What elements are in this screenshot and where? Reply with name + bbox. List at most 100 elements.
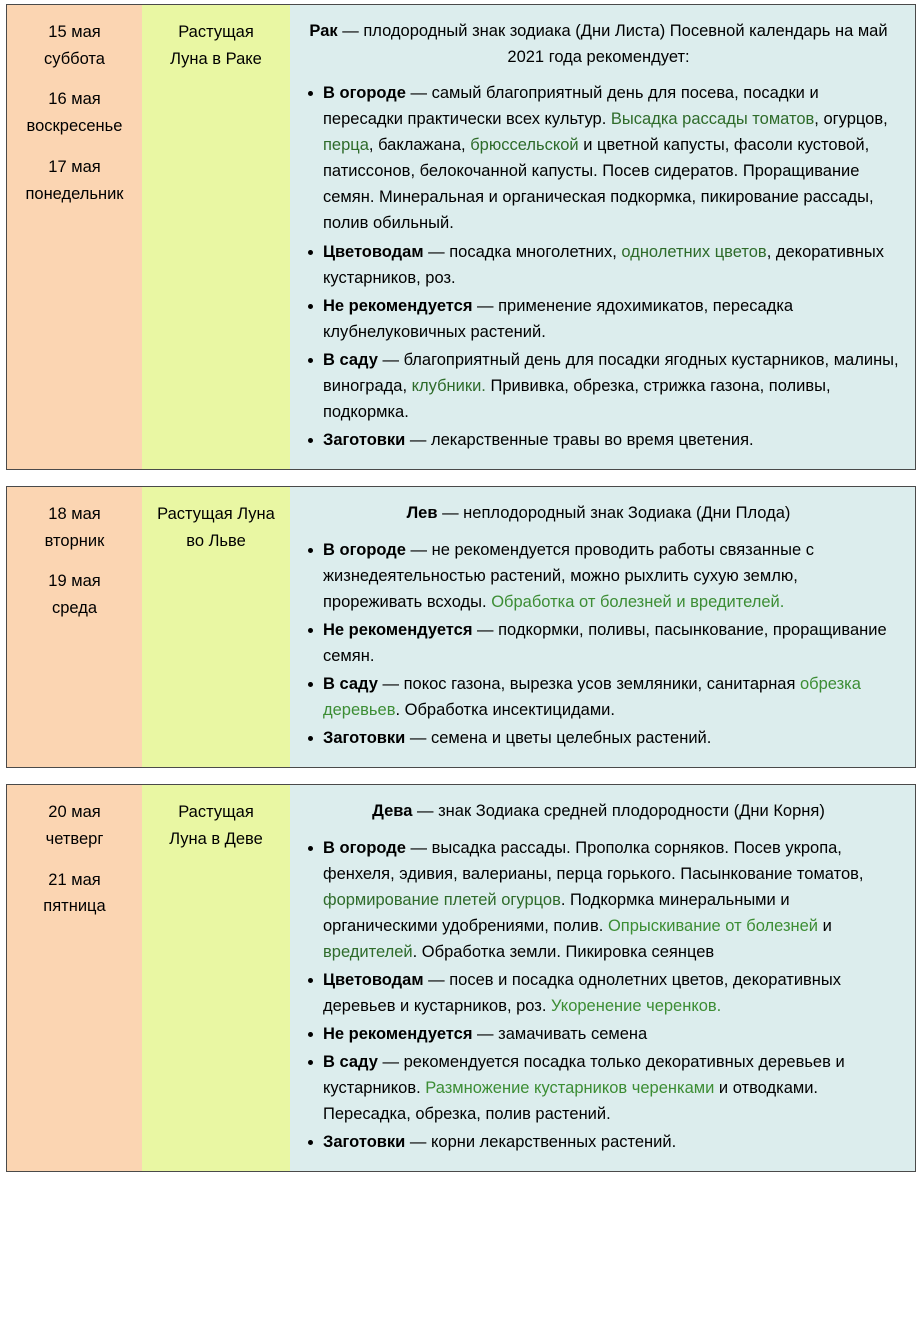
highlighted-text: однолетних цветов [621, 242, 767, 261]
dates-column: 18 мая вторник 19 мая среда [7, 487, 142, 768]
zodiac-heading: Рак — плодородный знак зодиака (Дни Лист… [296, 19, 901, 70]
recommendation-label: В саду [323, 350, 378, 369]
recommendations-column: Рак — плодородный знак зодиака (Дни Лист… [290, 5, 915, 469]
recommendation-dash: — [377, 1053, 404, 1072]
recommendation-label: Заготовки [323, 1133, 406, 1152]
recommendation-dash: — [405, 729, 431, 747]
recommendation-label: Цветоводам [323, 970, 424, 989]
recommendation-text: не рекомендуется проводить работы связан… [323, 540, 814, 611]
date-weekday: четверг [45, 829, 104, 848]
recommendation-dash: — [405, 838, 432, 857]
moon-phase-line: Луна в Раке [170, 49, 262, 68]
recommendation-text: замачивать семена [498, 1025, 648, 1044]
dates-column: 15 мая суббота 16 мая воскресенье 17 мая поне… [7, 5, 142, 469]
highlighted-text: Обработка от болезней и вредителей. [491, 592, 785, 611]
recommendation-item: В саду — покос газона, вырезка усов земл… [308, 671, 901, 723]
highlighted-text: Укоренение черенков. [551, 997, 722, 1015]
recommendation-text: посев и посадка однолетних цветов, декор… [323, 970, 842, 1015]
recommendation-label: В саду [323, 674, 378, 693]
zodiac-sign-name: Рак [309, 22, 338, 40]
recommendation-dash: — [377, 350, 404, 369]
recommendation-item: Не рекомендуется — замачивать семена [308, 1021, 901, 1047]
recommendation-dash: — [472, 620, 499, 639]
recommendation-item: В саду — благоприятный день для посадки … [308, 347, 901, 425]
date-entry: 15 мая суббота [13, 19, 136, 72]
moon-phase-column: Растущая Луна в Деве [142, 785, 290, 1172]
highlighted-text: перца [323, 136, 369, 155]
recommendation-text: благоприятный день для посадки ягодных к… [323, 350, 899, 395]
date-entry: 17 мая понедельник [13, 154, 136, 207]
recommendation-dash: — [472, 1025, 499, 1044]
date-weekday: суббота [44, 49, 105, 68]
recommendation-item: Заготовки — корни лекарственных растений… [308, 1129, 901, 1155]
date-day: 21 мая [48, 870, 101, 889]
date-day: 19 мая [48, 572, 101, 591]
recommendation-text: корни лекарственных растений. [431, 1133, 677, 1152]
recommendations-column: Лев — неплодородный знак Зодиака (Дни Пл… [290, 487, 915, 768]
recommendation-text: . Подкормка минеральными и органическими… [323, 890, 790, 935]
calendar-block: 18 мая вторник 19 мая среда Растущая Луна во … [6, 486, 916, 769]
recommendation-label: Не рекомендуется [323, 620, 473, 639]
recommendation-label: Заготовки [323, 430, 406, 449]
recommendation-item: В огороде — не рекомендуется проводить р… [308, 537, 901, 615]
recommendation-dash: — [423, 242, 450, 261]
zodiac-heading-dash: — [337, 22, 364, 40]
date-entry: 18 мая вторник [13, 501, 136, 554]
date-day: 17 мая [48, 157, 101, 176]
recommendation-item: В огороде — высадка рассады. Прополка со… [308, 835, 901, 965]
date-day: 18 мая [48, 505, 101, 523]
recommendation-text: и отводками. Пересадка, обрезка, полив р… [323, 1079, 819, 1124]
zodiac-heading: Дева — знак Зодиака средней плодородност… [296, 799, 901, 825]
recommendation-text: . Обработка инсектицидами. [395, 700, 615, 719]
highlighted-text: обрезка деревьев [323, 674, 861, 719]
date-weekday: среда [51, 599, 98, 618]
recommendation-text: . Обработка земли. Пикировка сеянцев [412, 942, 715, 961]
recommendation-text: , баклажана, [368, 136, 471, 155]
recommendation-dash: — [472, 296, 499, 315]
recommendation-text: высадка рассады. Прополка сорняков. Посе… [323, 838, 864, 883]
recommendation-list: В огороде — высадка рассады. Прополка со… [296, 835, 901, 1156]
recommendation-label: В огороде [323, 838, 406, 857]
highlighted-text: вредителей [323, 942, 413, 961]
recommendation-label: В саду [323, 1053, 378, 1072]
highlighted-text: клубники. [411, 376, 486, 395]
highlighted-text: Высадка рассады томатов [610, 110, 815, 129]
recommendation-text: применение ядохимикатов, пересадка клубн… [323, 296, 794, 341]
recommendation-dash: — [405, 540, 432, 559]
moon-phase-column: Растущая Луна в Раке [142, 5, 290, 469]
moon-phase-line: Луна в Деве [169, 829, 263, 848]
date-weekday: воскресенье [26, 117, 123, 136]
recommendation-dash: — [405, 430, 431, 449]
recommendation-label: Не рекомендуется [323, 1025, 473, 1044]
recommendation-label: Заготовки [323, 729, 406, 747]
moon-phase-line: Растущая [178, 803, 254, 822]
recommendation-text: лекарственные травы во время цветения. [431, 430, 754, 449]
recommendation-text: и [818, 916, 832, 935]
recommendation-text: , декоративных кустарников, роз. [323, 242, 885, 287]
recommendation-item: Не рекомендуется — подкормки, поливы, па… [308, 617, 901, 669]
date-weekday: пятница [43, 897, 106, 916]
calendar-block: 20 мая четверг 21 мая пятница Растущая Луна в… [6, 784, 916, 1173]
recommendation-label: В огороде [323, 540, 406, 559]
recommendation-item: Цветоводам — посадка многолетних, одноле… [308, 239, 901, 291]
date-entry: 21 мая пятница [13, 867, 136, 920]
recommendation-text: подкормки, поливы, пасынкование, проращи… [323, 620, 887, 665]
highlighted-text: Размножение кустарников черенками [425, 1079, 715, 1098]
recommendation-label: В огороде [323, 84, 406, 103]
recommendation-item: Цветоводам — посев и посадка однолетних … [308, 967, 901, 1019]
recommendation-text: Прививка, обрезка, стрижка газона, полив… [323, 376, 831, 421]
recommendation-text: покос газона, вырезка усов земляники, са… [403, 674, 800, 693]
zodiac-heading-text: неплодородный знак Зодиака (Дни Плода) [463, 504, 791, 522]
recommendation-text: самый благоприятный день для посева, пос… [323, 84, 819, 129]
date-entry: 16 мая воскресенье [13, 86, 136, 139]
highlighted-text: брюссельской [470, 136, 579, 155]
recommendation-text: посадка многолетних, [449, 242, 622, 261]
recommendation-dash: — [423, 970, 450, 989]
date-entry: 20 мая четверг [13, 799, 136, 852]
recommendation-text: семена и цветы целебных растений. [431, 729, 712, 747]
dates-column: 20 мая четверг 21 мая пятница [7, 785, 142, 1172]
zodiac-heading-dash: — [412, 802, 439, 821]
recommendation-list: В огороде — не рекомендуется проводить р… [296, 537, 901, 752]
zodiac-heading-text: знак Зодиака средней плодородности (Дни … [438, 802, 825, 821]
date-weekday: понедельник [25, 184, 124, 203]
